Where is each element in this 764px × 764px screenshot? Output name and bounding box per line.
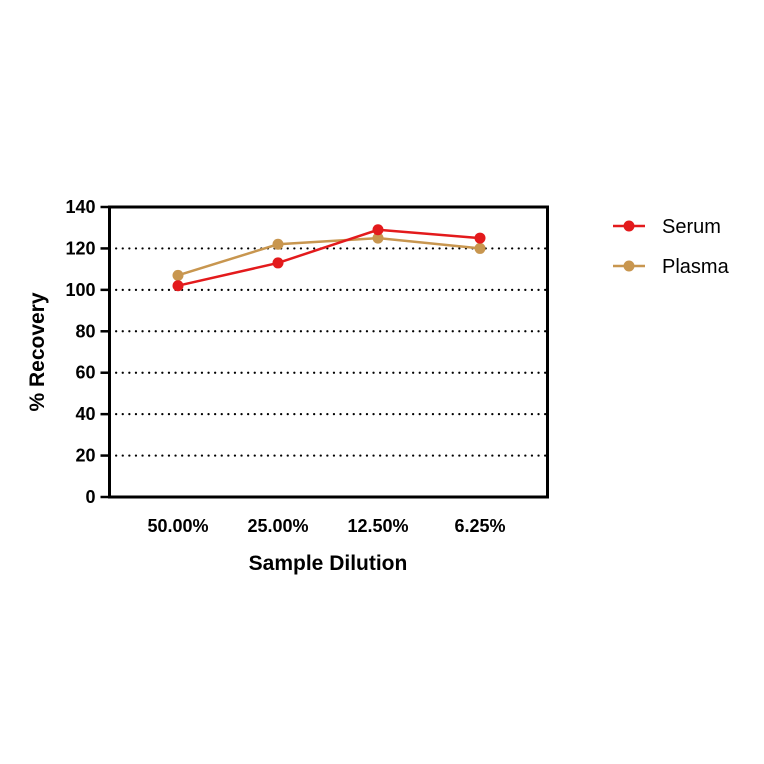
- y-tick-label: 80: [75, 321, 95, 341]
- x-axis-title: Sample Dilution: [249, 552, 408, 575]
- x-tick-label: 12.50%: [347, 516, 408, 536]
- y-tick-label: 0: [85, 487, 95, 507]
- legend-swatch-marker: [623, 220, 635, 232]
- data-point-serum: [272, 257, 284, 269]
- y-tick-label: 20: [75, 446, 95, 466]
- x-tick-label: 25.00%: [247, 516, 308, 536]
- data-point-serum: [372, 224, 384, 236]
- data-point-plasma: [372, 232, 384, 244]
- legend-swatch-marker: [623, 260, 635, 272]
- series-line-plasma: [177, 236, 481, 277]
- data-point-plasma: [474, 242, 486, 254]
- legend-label: Serum: [662, 216, 721, 238]
- gridlines: [108, 247, 549, 457]
- y-tick-label: 140: [65, 197, 95, 217]
- y-axis: 0 20 40 60 80 100 120 140: [65, 197, 110, 507]
- y-tick-label: 100: [65, 280, 95, 300]
- legend: Serum Plasma: [613, 216, 730, 278]
- y-tick-label: 40: [75, 404, 95, 424]
- x-tick-label: 50.00%: [147, 516, 208, 536]
- series-group: [172, 224, 486, 292]
- legend-label: Plasma: [662, 256, 730, 278]
- y-axis-title: % Recovery: [26, 292, 49, 411]
- x-tick-label: 6.25%: [454, 516, 505, 536]
- series-line-serum: [177, 228, 481, 287]
- data-point-serum: [172, 280, 184, 292]
- y-tick-label: 120: [65, 238, 95, 258]
- y-tick-label: 60: [75, 363, 95, 383]
- data-point-serum: [474, 232, 486, 244]
- data-point-plasma: [272, 238, 284, 250]
- data-point-plasma: [172, 269, 184, 281]
- plot-frame: [108, 205, 549, 499]
- x-axis: 50.00% 25.00% 12.50% 6.25%: [147, 516, 505, 536]
